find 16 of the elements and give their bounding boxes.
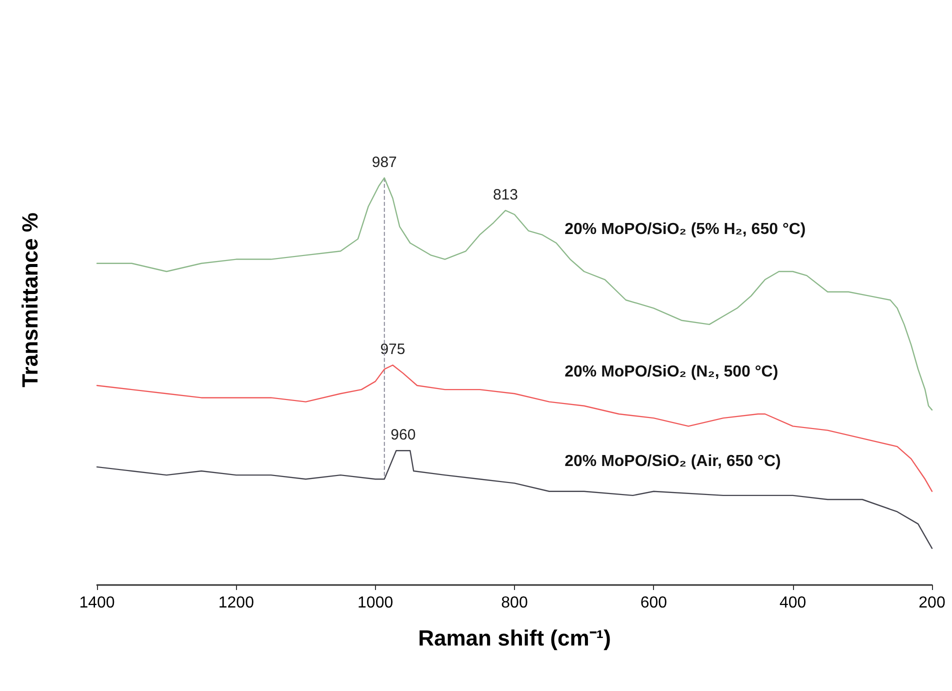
series-label: 20% MoPO/SiO₂ (5% H₂, 650 °C): [564, 220, 806, 238]
series-label: 20% MoPO/SiO₂ (N₂, 500 °C): [564, 363, 778, 380]
x-tick-label: 1200: [218, 594, 254, 612]
annotation: 960: [390, 426, 416, 444]
y-axis-title: Transmittance %: [18, 212, 42, 388]
x-tick-label: 1400: [79, 594, 115, 612]
x-tick-label: 600: [640, 594, 668, 612]
x-tick-label: 1000: [358, 594, 394, 612]
x-tick-label: 400: [779, 594, 806, 612]
x-tick-label: 800: [501, 594, 528, 612]
x-axis-title: Raman shift (cm⁻¹): [418, 626, 611, 650]
series-label: 20% MoPO/SiO₂ (Air, 650 °C): [564, 452, 781, 470]
x-tick-label: 200: [918, 594, 946, 612]
annotation: 987: [372, 154, 397, 171]
annotation: 813: [492, 186, 518, 204]
annotation: 975: [380, 341, 406, 358]
